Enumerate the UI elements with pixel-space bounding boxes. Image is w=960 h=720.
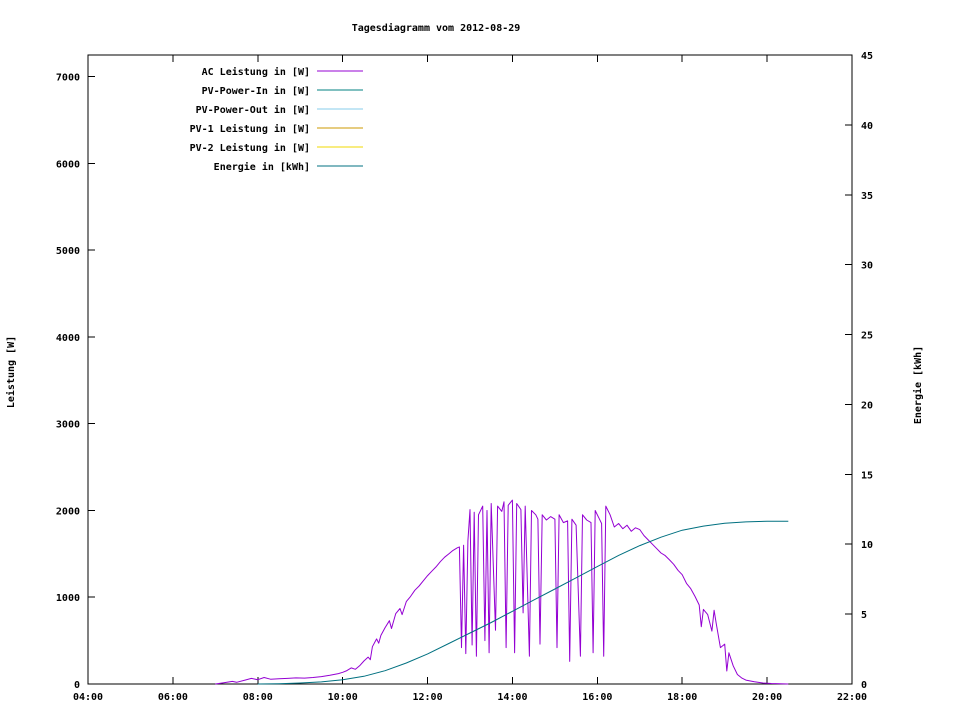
y-right-tick-label: 10 [861, 540, 873, 551]
legend: AC Leistung in [W] PV-Power-In in [W] PV-P… [190, 66, 363, 173]
plot-border [87, 54, 853, 685]
legend-label: PV-Power-In in [W] [202, 85, 310, 97]
y-left-tick-label: 6000 [56, 159, 80, 170]
y-left-tick-label: 4000 [56, 333, 80, 344]
y-right-tick-label: 35 [861, 191, 873, 202]
y-right-tick-label: 30 [861, 261, 873, 272]
legend-label: AC Leistung in [W] [202, 66, 310, 78]
y-axis-right-ticks: 0 5 10 15 20 25 30 35 40 45 [845, 51, 873, 691]
y-right-tick-label: 20 [861, 400, 873, 411]
legend-label: PV-2 Leistung in [W] [190, 142, 310, 154]
x-tick-label: 06:00 [158, 692, 188, 703]
x-axis-ticks: 04:00 06:00 08:00 10:00 12:00 14:00 16:00 18:00… [73, 55, 867, 703]
x-tick-label: 08:00 [243, 692, 273, 703]
y-left-tick-label: 0 [74, 680, 80, 691]
y-left-tick-label: 7000 [56, 73, 80, 84]
y-axis-label-right: Energie [kWh] [912, 346, 924, 424]
x-tick-label: 20:00 [752, 692, 782, 703]
x-tick-label: 04:00 [73, 692, 103, 703]
x-tick-label: 22:00 [837, 692, 867, 703]
legend-label: PV-1 Leistung in [W] [190, 123, 310, 135]
legend-label: PV-Power-Out in [W] [196, 104, 310, 116]
y-axis-label-left: Leistung [W] [5, 336, 17, 408]
chart-title: Tagesdiagramm vom 2012-08-29 [352, 22, 521, 34]
y-left-tick-label: 5000 [56, 246, 80, 257]
y-right-tick-label: 40 [861, 121, 873, 132]
y-axis-left-ticks: 0 1000 2000 3000 4000 5000 6000 7000 [56, 73, 95, 691]
series-ac-leistung-in-w [215, 499, 789, 685]
x-tick-label: 14:00 [497, 692, 527, 703]
y-right-tick-label: 0 [861, 680, 867, 691]
y-right-tick-label: 45 [861, 51, 873, 62]
series-energie-in-kwh [257, 520, 789, 685]
x-tick-label: 12:00 [413, 692, 443, 703]
y-right-tick-label: 25 [861, 331, 873, 342]
y-left-tick-label: 3000 [56, 420, 80, 431]
x-tick-label: 10:00 [328, 692, 358, 703]
y-right-tick-label: 5 [861, 610, 867, 621]
y-right-tick-label: 15 [861, 470, 873, 481]
y-left-tick-label: 2000 [56, 506, 80, 517]
y-left-tick-label: 1000 [56, 593, 80, 604]
x-tick-label: 16:00 [582, 692, 612, 703]
x-tick-label: 18:00 [667, 692, 697, 703]
legend-label: Energie in [kWh] [214, 161, 310, 173]
